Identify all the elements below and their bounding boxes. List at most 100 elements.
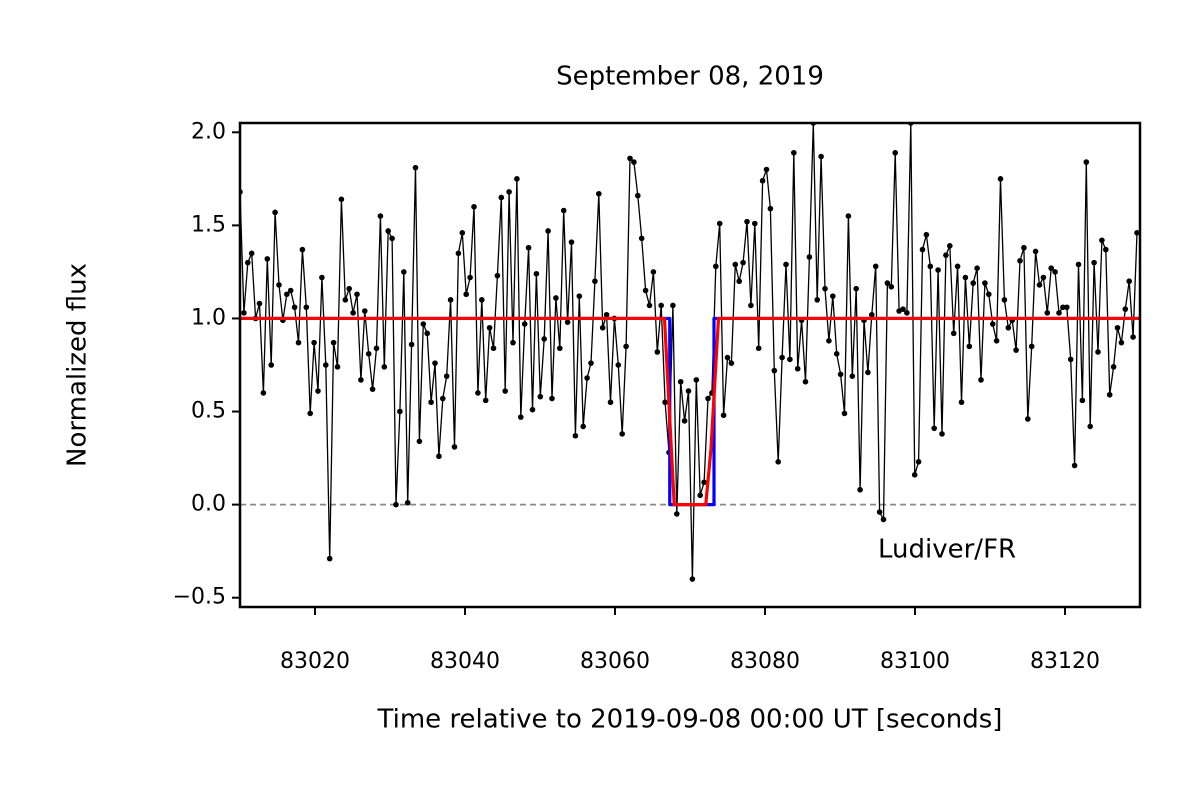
data-point <box>845 213 852 219</box>
data-point <box>713 263 719 270</box>
data-point <box>424 330 431 337</box>
data-point <box>529 406 536 413</box>
data-point <box>658 302 664 309</box>
data-point <box>408 341 415 348</box>
data-point <box>685 388 692 394</box>
data-point <box>904 310 910 316</box>
data-point <box>506 189 512 195</box>
data-point <box>350 310 356 316</box>
data-point <box>471 203 477 210</box>
data-point <box>884 280 891 286</box>
data-point <box>631 159 637 165</box>
data-point <box>892 149 898 156</box>
data-point <box>576 293 583 299</box>
data-point <box>962 274 969 281</box>
data-point <box>1134 230 1140 236</box>
data-point <box>385 228 392 234</box>
data-point <box>950 330 957 337</box>
data-point <box>1130 334 1136 340</box>
data-point <box>455 250 462 257</box>
data-point <box>323 362 329 368</box>
data-point <box>560 207 567 214</box>
y-tick-label: 0.0 <box>191 492 226 517</box>
data-point <box>1044 310 1051 316</box>
data-point <box>596 190 602 197</box>
data-point <box>869 311 875 318</box>
data-point <box>759 177 766 184</box>
data-point <box>970 280 976 286</box>
data-point <box>338 196 345 203</box>
data-point <box>607 399 614 406</box>
data-point <box>568 239 575 245</box>
data-point <box>775 459 781 465</box>
data-point <box>779 354 785 361</box>
data-point <box>1040 274 1047 281</box>
data-point <box>377 213 384 219</box>
data-point <box>728 360 735 366</box>
data-point <box>619 431 625 437</box>
data-point <box>997 176 1004 182</box>
data-point <box>603 311 610 318</box>
data-point <box>510 339 516 346</box>
data-point <box>849 373 856 379</box>
data-point <box>295 339 302 346</box>
series-line <box>240 316 1140 507</box>
data-point <box>1013 347 1019 353</box>
chart-title: September 08, 2019 <box>556 62 824 92</box>
data-point <box>514 176 520 182</box>
data-point <box>689 576 696 582</box>
data-point <box>498 194 505 201</box>
data-point <box>463 291 470 298</box>
data-point <box>533 270 540 277</box>
data-point <box>545 228 551 234</box>
data-point <box>744 218 750 225</box>
x-tick-label: 83100 <box>880 649 950 674</box>
data-point <box>490 345 497 352</box>
data-point <box>303 304 310 311</box>
y-tick-label: −0.5 <box>173 585 226 610</box>
data-point <box>872 263 879 270</box>
data-point <box>1056 310 1062 316</box>
data-point <box>373 345 380 352</box>
data-point <box>537 393 544 400</box>
data-point <box>1103 246 1109 253</box>
data-point <box>1005 324 1012 331</box>
data-point <box>642 287 649 294</box>
data-point <box>1079 397 1086 404</box>
data-point <box>541 336 547 342</box>
data-point <box>830 293 836 299</box>
data-point <box>276 282 282 288</box>
data-point <box>319 274 325 281</box>
data-point <box>986 291 992 298</box>
data-point <box>1106 391 1113 398</box>
data-point <box>623 343 629 350</box>
data-point <box>674 511 680 517</box>
data-point <box>358 377 364 383</box>
data-point <box>482 397 489 404</box>
data-point <box>315 388 321 394</box>
data-point <box>1099 237 1105 244</box>
data-point <box>486 324 493 331</box>
data-point <box>451 444 458 450</box>
data-point <box>397 408 403 415</box>
data-point <box>412 164 419 171</box>
data-point <box>564 319 571 325</box>
data-point <box>943 252 949 258</box>
data-point <box>592 278 598 285</box>
data-point <box>767 205 774 212</box>
data-point <box>272 209 278 216</box>
data-point <box>1075 261 1082 268</box>
x-tick-label: 83040 <box>430 649 500 674</box>
data-point <box>646 302 653 309</box>
data-point <box>662 399 668 406</box>
data-point <box>732 261 739 268</box>
data-point <box>584 375 590 381</box>
data-point <box>525 244 532 251</box>
data-point <box>635 192 641 199</box>
x-axis-label: Time relative to 2019-09-08 00:00 UT [se… <box>377 705 1003 735</box>
data-point <box>755 345 762 352</box>
data-point <box>467 274 473 281</box>
y-tick-label: 1.0 <box>191 305 226 330</box>
data-point <box>580 423 586 430</box>
